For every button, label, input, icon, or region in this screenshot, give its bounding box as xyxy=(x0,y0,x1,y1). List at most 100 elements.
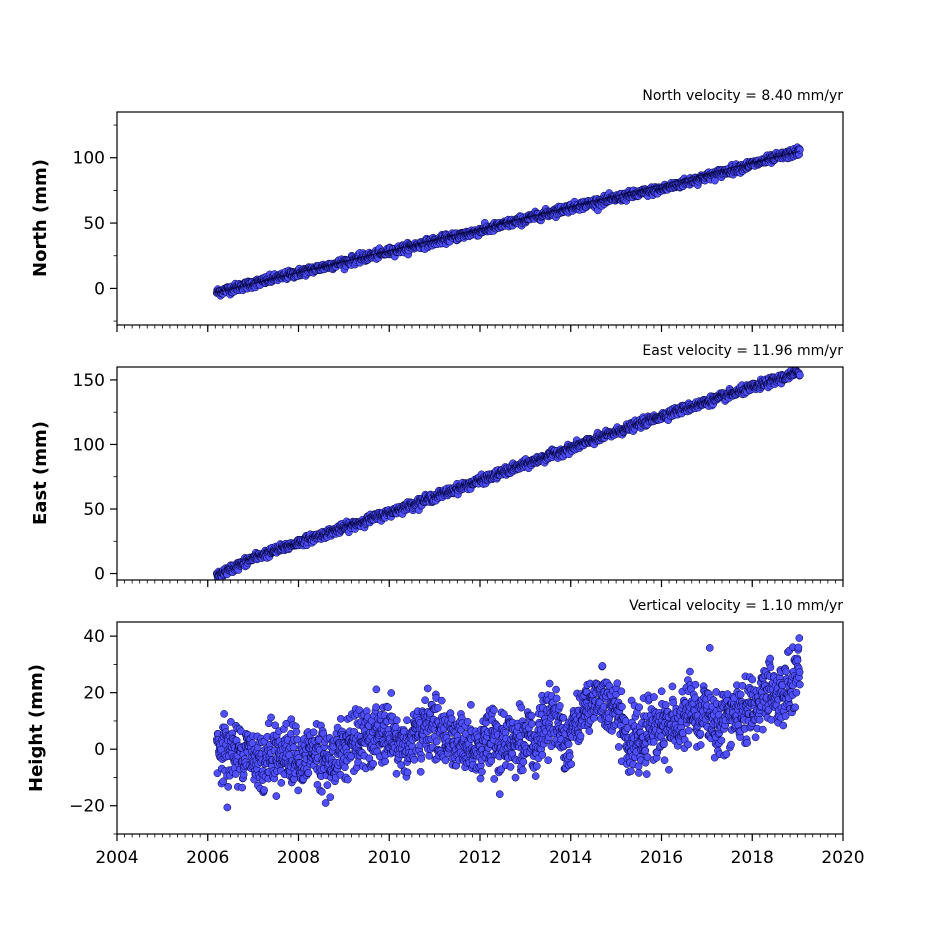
east-y-tick-label: 50 xyxy=(83,500,105,520)
height-data-point xyxy=(511,773,520,782)
height-data-point xyxy=(309,728,318,737)
height-data-point xyxy=(336,714,345,723)
height-data-point xyxy=(271,721,280,730)
height-data-point xyxy=(641,746,650,755)
height-data-point xyxy=(410,755,419,764)
north-y-axis-label: North (mm) xyxy=(30,159,51,277)
height-data-point xyxy=(635,703,644,712)
height-data-point xyxy=(434,704,442,712)
height-data-point xyxy=(564,740,573,749)
height-data-point xyxy=(635,769,643,777)
height-data-point xyxy=(661,701,670,709)
height-data-point xyxy=(384,703,392,712)
height-data-point xyxy=(544,756,553,765)
height-data-point xyxy=(531,772,540,780)
east-data-point xyxy=(796,371,804,379)
height-panel-title: Vertical velocity = 1.10 mm/yr xyxy=(629,598,843,614)
east-y-tick-label: 100 xyxy=(73,435,105,455)
height-data-point xyxy=(260,786,268,794)
height-data-point xyxy=(660,756,669,765)
height-data-point xyxy=(490,706,498,714)
height-data-point xyxy=(565,752,574,761)
height-data-point xyxy=(617,687,626,696)
height-data-point xyxy=(552,694,561,703)
height-data-point xyxy=(517,703,526,712)
height-data-point xyxy=(650,693,658,701)
east-points xyxy=(212,367,804,580)
height-data-point xyxy=(495,790,504,799)
north-y-tick-label: 50 xyxy=(83,214,105,234)
east-axes: 0 50 100 150 xyxy=(73,371,844,587)
height-data-point xyxy=(545,679,554,688)
height-data-point xyxy=(423,684,432,693)
height-data-point xyxy=(369,759,378,768)
height-data-point xyxy=(506,763,515,771)
height-data-point xyxy=(341,763,349,772)
height-data-point xyxy=(519,757,528,766)
height-data-point xyxy=(538,751,547,759)
east-y-axis-label: East (mm) xyxy=(30,421,51,525)
height-data-point xyxy=(518,766,527,775)
east-panel: East velocity = 11.96 mm/yr East (mm) 05… xyxy=(30,343,844,587)
height-data-point xyxy=(487,756,496,765)
height-data-point xyxy=(392,716,401,725)
height-data-point xyxy=(226,717,235,726)
height-data-point xyxy=(657,687,666,696)
height-data-point xyxy=(224,782,233,791)
height-data-point xyxy=(220,710,228,718)
height-data-point xyxy=(437,696,446,705)
height-data-point xyxy=(598,662,607,670)
height-points xyxy=(212,634,804,812)
height-data-point xyxy=(403,716,411,725)
height-data-point xyxy=(272,792,281,800)
height-data-point xyxy=(304,769,313,777)
height-data-point xyxy=(219,777,228,786)
height-data-point xyxy=(403,768,412,777)
height-data-point xyxy=(642,770,651,778)
height-data-point xyxy=(618,702,626,711)
height-data-point xyxy=(416,767,425,776)
height-data-point xyxy=(555,702,564,710)
east-plot-frame xyxy=(116,366,844,581)
north-plot-frame xyxy=(116,111,844,326)
height-data-point xyxy=(317,787,326,796)
height-data-point xyxy=(490,775,499,783)
height-y-axis-label: Height (mm) xyxy=(26,664,47,792)
height-data-point xyxy=(660,740,668,748)
height-data-point xyxy=(372,685,381,694)
north-trend-line xyxy=(216,150,801,294)
height-data-point xyxy=(267,713,275,722)
height-data-point xyxy=(238,783,247,792)
north-panel: North velocity = 8.40 mm/yr North (mm) 0… xyxy=(30,88,844,332)
height-data-point xyxy=(323,781,332,790)
height-data-point xyxy=(463,717,472,726)
height-data-point xyxy=(478,767,486,776)
height-data-point xyxy=(372,703,380,712)
east-y-tick-label: 150 xyxy=(73,371,105,391)
height-data-point xyxy=(613,679,622,688)
height-data-point xyxy=(441,756,450,765)
east-y-tick-label: 0 xyxy=(94,565,105,585)
height-data-point xyxy=(292,727,301,736)
height-data-point xyxy=(277,779,286,787)
height-data-point xyxy=(294,786,303,795)
height-data-point xyxy=(231,770,240,778)
north-panel-title: North velocity = 8.40 mm/yr xyxy=(642,88,843,104)
height-data-point xyxy=(381,757,389,766)
height-data-point xyxy=(223,803,232,812)
north-y-tick-label: 100 xyxy=(73,149,105,169)
height-data-point xyxy=(326,793,335,802)
north-points xyxy=(212,143,804,300)
height-data-point xyxy=(392,769,401,778)
height-data-point xyxy=(417,754,426,763)
height-data-point xyxy=(387,689,396,697)
height-data-point xyxy=(421,696,429,705)
height-data-point xyxy=(527,720,536,728)
height-data-point xyxy=(567,760,576,769)
height-panel: Vertical velocity = 1.10 mm/yr Height (m… xyxy=(26,598,865,868)
height-data-point xyxy=(343,775,352,784)
height-data-point xyxy=(476,774,485,783)
height-data-point xyxy=(213,769,222,778)
